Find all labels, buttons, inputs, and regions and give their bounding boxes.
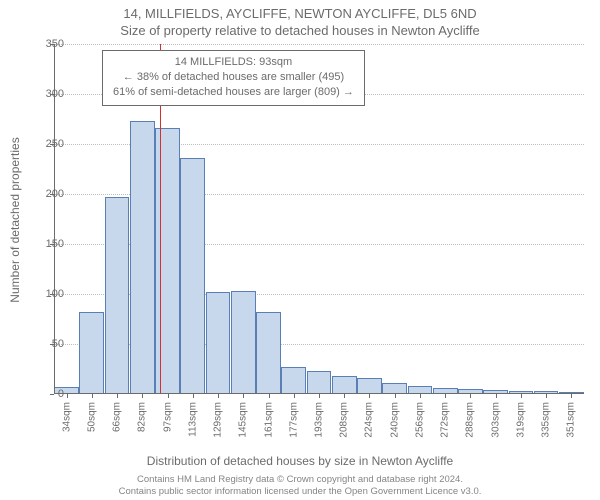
ytick-label: 250: [24, 138, 64, 150]
ytick-label: 350: [24, 38, 64, 50]
xtick-mark: [445, 394, 446, 398]
chart-title-line1: 14, MILLFIELDS, AYCLIFFE, NEWTON AYCLIFF…: [0, 0, 600, 21]
xtick-label: 161sqm: [263, 402, 274, 438]
histogram-bar: [79, 312, 104, 394]
xtick-label: 208sqm: [339, 402, 350, 438]
ytick-label: 50: [24, 338, 64, 350]
footer-line-1: Contains HM Land Registry data © Crown c…: [0, 474, 600, 486]
xtick-mark: [117, 394, 118, 398]
xtick-mark: [369, 394, 370, 398]
xtick-mark: [546, 394, 547, 398]
xtick-mark: [420, 394, 421, 398]
xtick-mark: [470, 394, 471, 398]
annotation-line-3: 61% of semi-detached houses are larger (…: [113, 85, 354, 100]
xtick-label: 193sqm: [314, 402, 325, 438]
ytick-label: 100: [24, 288, 64, 300]
histogram-bar: [256, 312, 281, 394]
chart-title-line2: Size of property relative to detached ho…: [0, 21, 600, 38]
histogram-bar: [332, 376, 357, 394]
xtick-label: 351sqm: [566, 402, 577, 438]
xtick-mark: [193, 394, 194, 398]
xtick-mark: [218, 394, 219, 398]
xtick-label: 272sqm: [440, 402, 451, 438]
xtick-label: 82sqm: [137, 402, 148, 432]
xtick-mark: [496, 394, 497, 398]
histogram-bar: [130, 121, 155, 394]
xtick-label: 177sqm: [288, 402, 299, 438]
x-axis-label: Distribution of detached houses by size …: [0, 454, 600, 468]
x-axis-line: [54, 393, 584, 394]
annotation-line-2: ← 38% of detached houses are smaller (49…: [113, 70, 354, 85]
xtick-label: 224sqm: [364, 402, 375, 438]
xtick-mark: [344, 394, 345, 398]
xtick-label: 240sqm: [389, 402, 400, 438]
ytick-label: 150: [24, 238, 64, 250]
xtick-mark: [142, 394, 143, 398]
xtick-mark: [92, 394, 93, 398]
annotation-line-1: 14 MILLFIELDS: 93sqm: [113, 55, 354, 70]
ytick-label: 0: [24, 388, 64, 400]
y-axis-label: Number of detached properties: [8, 137, 22, 302]
xtick-label: 113sqm: [187, 402, 198, 437]
annotation-box: 14 MILLFIELDS: 93sqm ← 38% of detached h…: [102, 50, 365, 106]
xtick-label: 319sqm: [515, 402, 526, 438]
xtick-mark: [294, 394, 295, 398]
ytick-label: 200: [24, 188, 64, 200]
histogram-bar: [180, 158, 205, 394]
histogram-bar: [357, 378, 382, 394]
xtick-label: 145sqm: [238, 402, 249, 438]
xtick-mark: [168, 394, 169, 398]
xtick-mark: [243, 394, 244, 398]
xtick-mark: [319, 394, 320, 398]
xtick-label: 66sqm: [112, 402, 123, 432]
xtick-label: 97sqm: [162, 402, 173, 432]
footer-attribution: Contains HM Land Registry data © Crown c…: [0, 474, 600, 498]
footer-line-2: Contains public sector information licen…: [0, 486, 600, 498]
xtick-label: 256sqm: [414, 402, 425, 438]
xtick-label: 50sqm: [86, 402, 97, 432]
histogram-bar: [206, 292, 231, 394]
xtick-label: 288sqm: [465, 402, 476, 438]
xtick-mark: [67, 394, 68, 398]
ytick-label: 300: [24, 88, 64, 100]
xtick-label: 129sqm: [213, 402, 224, 438]
xtick-mark: [269, 394, 270, 398]
histogram-bar: [281, 367, 306, 394]
xtick-mark: [521, 394, 522, 398]
xtick-mark: [571, 394, 572, 398]
xtick-label: 303sqm: [490, 402, 501, 438]
histogram-bar: [105, 197, 130, 394]
gridline: [54, 44, 584, 45]
histogram-bar: [307, 371, 332, 394]
xtick-mark: [395, 394, 396, 398]
xtick-label: 34sqm: [61, 402, 72, 432]
histogram-bar: [231, 291, 256, 394]
xtick-label: 335sqm: [541, 402, 552, 438]
